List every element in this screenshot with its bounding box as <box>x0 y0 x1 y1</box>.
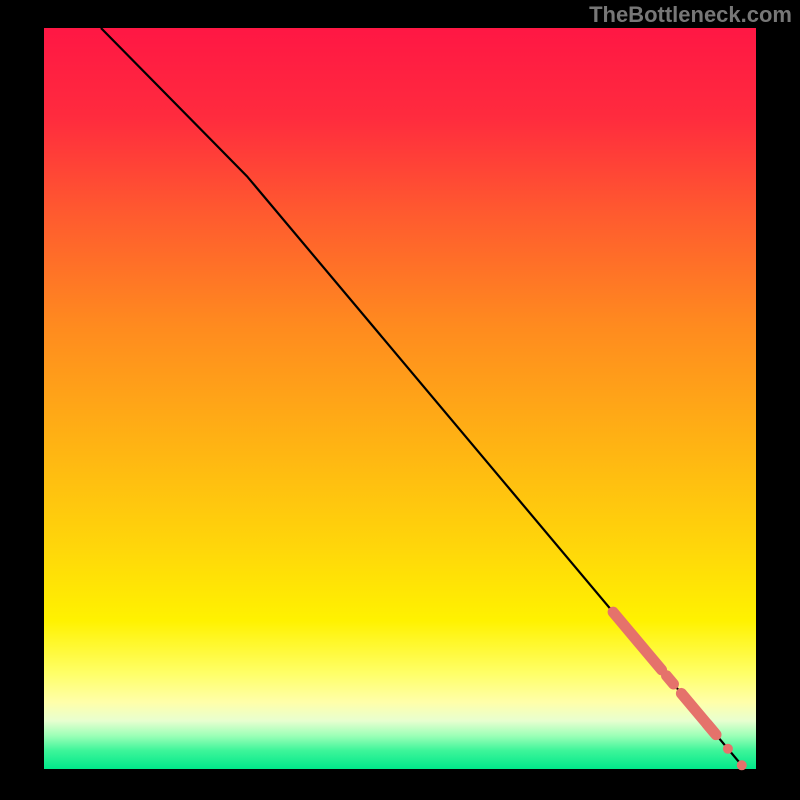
chart-svg <box>0 0 800 800</box>
highlight-segment <box>707 724 716 735</box>
highlight-segment <box>667 676 674 684</box>
watermark-text: TheBottleneck.com <box>589 2 792 28</box>
end-dot <box>723 744 733 754</box>
end-dot <box>737 760 747 770</box>
chart-root: TheBottleneck.com <box>0 0 800 800</box>
